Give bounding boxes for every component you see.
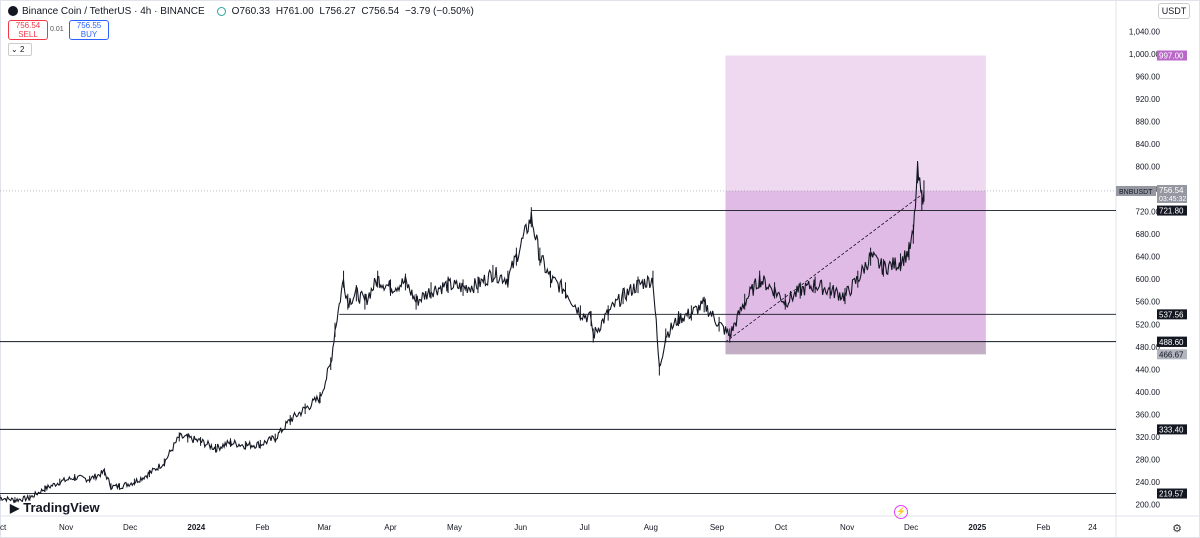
time-tick-label: Sep [710, 523, 725, 532]
buy-label: BUY [80, 30, 98, 39]
price-tick-label: 680.00 [1136, 230, 1161, 239]
time-tick-label: Feb [1037, 523, 1051, 532]
price-tick-label: 720.00 [1136, 208, 1161, 217]
price-tick-label: 360.00 [1136, 410, 1161, 419]
price-tick-label: 320.00 [1136, 433, 1161, 442]
price-tick-label: 600.00 [1136, 275, 1161, 284]
brand-name: TradingView [23, 500, 100, 515]
sell-price: 756.54 [15, 21, 41, 30]
long-position-profit-zone [725, 55, 986, 191]
buy-button[interactable]: 756.55 BUY [69, 20, 109, 40]
time-tick-label: 24 [1088, 523, 1097, 532]
ohlc-open: O760.33 [231, 5, 271, 17]
long-position-entry-zone [725, 190, 986, 355]
symbol-header: Binance Coin / TetherUS · 4h · BINANCE O… [8, 4, 477, 18]
tradingview-logo[interactable]: ▶ TradingView [10, 500, 100, 515]
flash-icon[interactable]: ⚡ [894, 505, 908, 519]
time-tick-label: Jun [514, 523, 527, 532]
price-tick-label: 560.00 [1136, 298, 1161, 307]
price-tick-label: 920.00 [1136, 95, 1161, 104]
buy-price: 756.55 [76, 21, 102, 30]
time-tick-label: Mar [317, 523, 331, 532]
symbol-title[interactable]: Binance Coin / TetherUS · 4h · BINANCE [22, 5, 205, 17]
price-tick-label: 480.00 [1136, 343, 1161, 352]
bnb-logo-icon [8, 6, 18, 16]
current-price-label: 756.54 [1159, 186, 1184, 195]
ohlc-change: −3.79 (−0.50%) [404, 5, 474, 17]
time-tick-label: Jul [580, 523, 590, 532]
price-tick-label: 1,000.00 [1129, 50, 1161, 59]
market-status-icon [216, 6, 226, 16]
level-price-label: 466.67 [1159, 350, 1184, 359]
chevron-down-icon: ⌄ [11, 45, 18, 54]
target-price-label: 997.00 [1159, 51, 1184, 60]
time-tick-label: 2025 [968, 523, 986, 532]
spread-value: 0.01 [50, 26, 64, 33]
level-price-label-bg [1157, 205, 1187, 216]
current-price-countdown: 03:45:32 [1159, 196, 1186, 203]
long-position-stop-zone [725, 341, 986, 355]
time-tick-label: Feb [256, 523, 270, 532]
time-tick-label: Dec [123, 523, 137, 532]
time-tick-label: Dec [904, 523, 918, 532]
level-price-label-bg [1157, 309, 1187, 320]
sell-label: SELL [18, 30, 38, 39]
time-tick-label: May [447, 523, 462, 532]
price-series-line [0, 162, 925, 504]
ohlc-high: H761.00 [275, 5, 314, 17]
indicators-toggle[interactable]: ⌄ 2 [8, 43, 32, 56]
price-tick-label: 840.00 [1136, 140, 1161, 149]
currency-selector[interactable]: USDT [1158, 3, 1190, 19]
price-tick-label: 280.00 [1136, 455, 1161, 464]
target-price-label-bg [1157, 50, 1187, 61]
price-tick-label: 240.00 [1136, 478, 1161, 487]
time-tick-label: Aug [644, 523, 658, 532]
level-price-label: 488.60 [1159, 338, 1184, 347]
level-price-label-bg [1157, 349, 1187, 360]
time-tick-label: Apr [384, 523, 397, 532]
level-price-label: 219.57 [1159, 490, 1184, 499]
price-tick-label: 800.00 [1136, 162, 1161, 171]
ohlc-low: L756.27 [319, 5, 356, 17]
price-tick-label: 640.00 [1136, 253, 1161, 262]
time-tick-label: Oct [775, 523, 788, 532]
price-tick-label: 200.00 [1136, 501, 1161, 510]
tradingview-logo-icon: ▶ [10, 500, 20, 515]
time-tick-label: Nov [59, 523, 73, 532]
sell-button[interactable]: 756.54 SELL [8, 20, 48, 40]
level-price-label: 721.80 [1159, 207, 1184, 216]
current-price-label-bg [1157, 184, 1187, 203]
ohlc-values: O760.33 H761.00 L756.27 C756.54 −3.79 (−… [232, 6, 477, 17]
time-tick-label: Nov [840, 523, 854, 532]
symbol-tag: BNBUSDT [1119, 189, 1153, 196]
level-price-label: 333.40 [1159, 425, 1184, 434]
price-tick-label: 440.00 [1136, 365, 1161, 374]
level-price-label-bg [1157, 488, 1187, 499]
level-price-label-bg [1157, 336, 1187, 347]
time-tick-label: 2024 [187, 523, 205, 532]
gear-icon[interactable]: ⚙ [1172, 523, 1182, 535]
price-tick-label: 960.00 [1136, 72, 1161, 81]
trend-line [725, 194, 923, 343]
ohlc-close: C756.54 [361, 5, 400, 17]
price-tick-label: 520.00 [1136, 320, 1161, 329]
price-tick-label: 400.00 [1136, 388, 1161, 397]
symbol-tag-bg [1116, 185, 1156, 196]
price-tick-label: 1,040.00 [1129, 27, 1161, 36]
price-tick-label: 880.00 [1136, 117, 1161, 126]
time-tick-label: Oct [0, 523, 7, 532]
level-price-label-bg [1157, 424, 1187, 435]
level-price-label: 537.56 [1159, 310, 1184, 319]
indicators-count: 2 [19, 45, 25, 54]
